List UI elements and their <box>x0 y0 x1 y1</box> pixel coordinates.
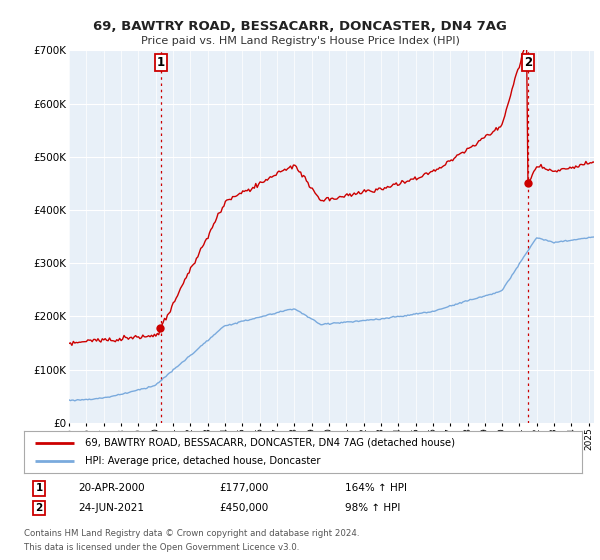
Text: Contains HM Land Registry data © Crown copyright and database right 2024.: Contains HM Land Registry data © Crown c… <box>24 529 359 538</box>
Text: Price paid vs. HM Land Registry's House Price Index (HPI): Price paid vs. HM Land Registry's House … <box>140 36 460 46</box>
Text: 1: 1 <box>157 55 165 69</box>
Text: £177,000: £177,000 <box>219 483 268 493</box>
Text: 2: 2 <box>35 503 43 513</box>
Text: 24-JUN-2021: 24-JUN-2021 <box>78 503 144 513</box>
Text: 164% ↑ HPI: 164% ↑ HPI <box>345 483 407 493</box>
Text: This data is licensed under the Open Government Licence v3.0.: This data is licensed under the Open Gov… <box>24 543 299 552</box>
Text: 2: 2 <box>524 55 532 69</box>
Text: 69, BAWTRY ROAD, BESSACARR, DONCASTER, DN4 7AG: 69, BAWTRY ROAD, BESSACARR, DONCASTER, D… <box>93 20 507 32</box>
Text: HPI: Average price, detached house, Doncaster: HPI: Average price, detached house, Donc… <box>85 456 321 466</box>
Text: 69, BAWTRY ROAD, BESSACARR, DONCASTER, DN4 7AG (detached house): 69, BAWTRY ROAD, BESSACARR, DONCASTER, D… <box>85 438 455 448</box>
Text: 1: 1 <box>35 483 43 493</box>
Text: 20-APR-2000: 20-APR-2000 <box>78 483 145 493</box>
Text: £450,000: £450,000 <box>219 503 268 513</box>
Text: 98% ↑ HPI: 98% ↑ HPI <box>345 503 400 513</box>
